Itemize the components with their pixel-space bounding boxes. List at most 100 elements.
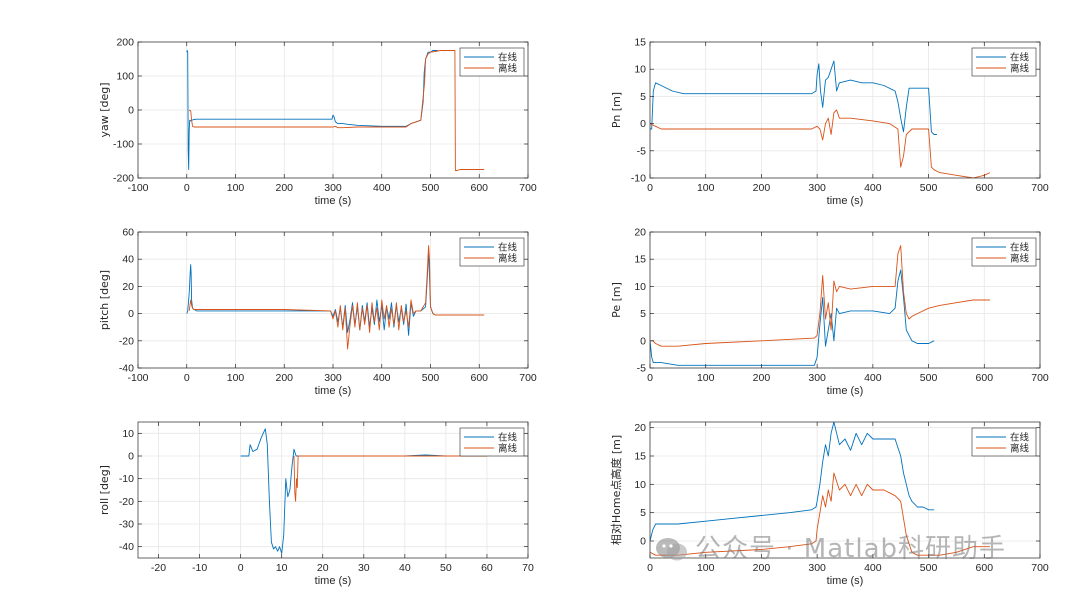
x-tick-label: 700 [519, 182, 537, 194]
x-tick-label: 600 [976, 562, 994, 574]
series-line-offline [188, 245, 485, 350]
y-tick-label: 0 [640, 118, 646, 130]
legend-box [459, 47, 525, 77]
x-tick-label: 100 [697, 562, 715, 574]
x-tick-label: 700 [1031, 372, 1049, 384]
y-axis-label: pitch [deg] [98, 270, 111, 330]
chart-home-height: 0 100 200 300 400 500 600 700 0 5 10 15 20 time (s) 相对… [609, 421, 1049, 587]
y-tick-label: 20 [634, 227, 646, 239]
axes-frame [649, 231, 1041, 369]
series-line-online [650, 269, 935, 366]
x-tick-label: 600 [470, 372, 488, 384]
y-tick-label: 0 [640, 335, 646, 347]
x-tick-label: 0 [647, 182, 653, 194]
legend-box [971, 47, 1037, 77]
y-tick-label: 10 [634, 479, 646, 491]
y-axis-label: Pe [m] [610, 282, 623, 318]
x-tick-label: 200 [753, 372, 771, 384]
series-line-offline [650, 472, 990, 556]
legend-label: 离线 [1010, 63, 1030, 75]
x-tick-label: 500 [920, 372, 938, 384]
y-tick-label: -20 [119, 335, 134, 347]
chart-yaw: -100 0 100 200 300 400 500 600 700-200-100010020… [98, 37, 537, 208]
y-tick-label: 20 [634, 422, 646, 434]
series-line-online [650, 60, 937, 135]
legend-label: 在线 [1010, 52, 1030, 64]
watermark: 公众号 · Matlab科研助手 [655, 528, 1006, 565]
x-axis-label: time (s) [827, 385, 864, 397]
x-axis-label: time (s) [315, 385, 352, 397]
y-tick-label: 20 [122, 281, 134, 293]
x-tick-label: 400 [864, 372, 882, 384]
x-tick-label: 300 [324, 372, 342, 384]
x-tick-label: 300 [808, 562, 826, 574]
y-tick-label: -40 [119, 541, 134, 553]
x-tick-label: 0 [238, 562, 244, 574]
x-tick-label: 600 [976, 182, 994, 194]
y-tick-label: 10 [634, 281, 646, 293]
y-tick-label: 0 [640, 536, 646, 548]
legend-label: 在线 [498, 52, 518, 64]
x-tick-label: 400 [373, 182, 391, 194]
legend-label: 离线 [498, 253, 518, 265]
axes-frame [649, 421, 1041, 559]
y-tick-label: -100 [113, 139, 134, 151]
x-tick-label: 200 [753, 562, 771, 574]
y-tick-label: 0 [128, 105, 134, 117]
legend-box [971, 237, 1037, 267]
y-tick-label: 200 [116, 37, 134, 49]
x-tick-label: 300 [808, 372, 826, 384]
y-tick-label: 100 [116, 71, 134, 83]
legend-box [459, 427, 525, 457]
y-axis-label: 相对Home点高度 [m] [609, 435, 623, 545]
x-tick-label: 300 [808, 182, 826, 194]
x-tick-label: 0 [647, 562, 653, 574]
legend-box [459, 237, 525, 267]
series-line-offline [650, 245, 990, 347]
x-tick-label: 50 [440, 562, 452, 574]
x-tick-label: 400 [864, 562, 882, 574]
y-tick-label: -5 [637, 145, 646, 157]
series-line-online [650, 422, 935, 542]
x-tick-label: 0 [184, 182, 190, 194]
x-axis-label: time (s) [827, 575, 864, 587]
axes-frame [649, 41, 1041, 179]
legend-label: 在线 [1010, 432, 1030, 444]
y-tick-label: -10 [631, 173, 646, 185]
x-tick-label: 40 [399, 562, 411, 574]
x-tick-label: 70 [522, 562, 534, 574]
y-tick-label: 15 [634, 451, 646, 463]
y-tick-label: 10 [634, 64, 646, 76]
legend-box [971, 427, 1037, 457]
legend-label: 在线 [1010, 242, 1030, 254]
series-line-online [186, 50, 438, 170]
x-tick-label: 500 [422, 182, 440, 194]
x-axis-label: time (s) [315, 195, 352, 207]
axes-frame [137, 421, 529, 559]
x-tick-label: 200 [275, 182, 293, 194]
x-tick-label: 700 [1031, 562, 1049, 574]
legend-label: 离线 [1010, 253, 1030, 265]
y-tick-label: 15 [634, 254, 646, 266]
y-axis-label: Pn [m] [610, 92, 623, 128]
y-tick-label: 0 [128, 308, 134, 320]
legend-label: 离线 [498, 63, 518, 75]
legend-label: 离线 [1010, 443, 1030, 455]
wechat-icon [656, 537, 687, 560]
x-tick-label: 100 [227, 182, 245, 194]
x-tick-label: -100 [127, 372, 148, 384]
legend-label: 在线 [498, 432, 518, 444]
y-tick-label: -30 [119, 519, 134, 531]
y-tick-label: 5 [640, 91, 646, 103]
x-tick-label: 300 [324, 182, 342, 194]
x-tick-label: 0 [184, 372, 190, 384]
y-tick-label: -20 [119, 496, 134, 508]
y-tick-label: 0 [128, 451, 134, 463]
x-tick-label: 500 [422, 372, 440, 384]
chart-roll: -20 -10 0 10 20 30 40 50 60 70 -40 -30 -20 -10 0 10 time… [98, 421, 534, 587]
legend-label: 在线 [498, 242, 518, 254]
y-tick-label: -40 [119, 363, 134, 375]
x-tick-label: 100 [697, 182, 715, 194]
x-tick-label: 20 [317, 562, 329, 574]
